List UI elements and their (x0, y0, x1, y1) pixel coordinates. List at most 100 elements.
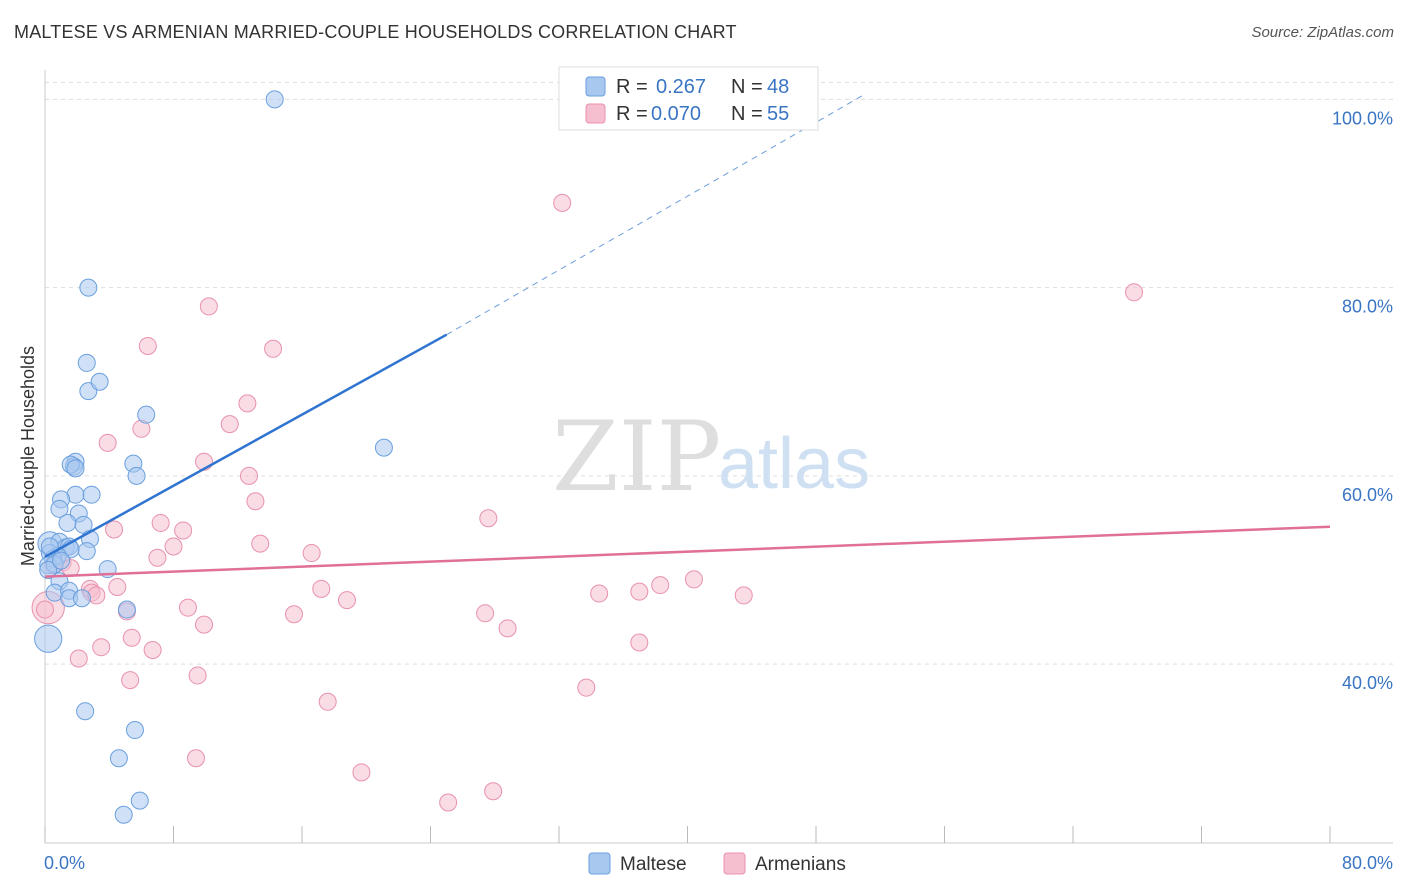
maltese-point (50, 499, 69, 518)
maltese-point (90, 372, 109, 391)
maltese-point (265, 90, 284, 109)
armenians-point (577, 678, 596, 697)
maltese-points (34, 90, 393, 824)
armenians-point (239, 466, 258, 485)
maltese-point (76, 702, 95, 721)
x-tick-label-min: 0.0% (44, 853, 85, 873)
armenians-point (264, 339, 283, 358)
armenians-point (148, 548, 167, 567)
armenians-point (684, 570, 703, 589)
maltese-point (77, 353, 96, 372)
bottom-legend-swatch-maltese (588, 852, 611, 875)
armenians-trend-line (44, 525, 1331, 578)
legend-swatch-armenians (585, 103, 606, 124)
maltese-point (127, 466, 146, 485)
armenians-point (590, 584, 609, 603)
armenians-point (195, 615, 214, 634)
chart-title: MALTESE VS ARMENIAN MARRIED-COUPLE HOUSE… (14, 22, 737, 42)
armenians-point (337, 591, 356, 610)
maltese-point (79, 278, 98, 297)
watermark-atlas: atlas (718, 424, 870, 504)
axes (44, 70, 1393, 844)
maltese-trend-extension (446, 94, 865, 336)
armenians-point (178, 598, 197, 617)
gridlines (45, 81, 1393, 665)
maltese-point (125, 721, 144, 740)
armenians-point (108, 577, 127, 596)
y-tick-label: 40.0% (1342, 673, 1393, 693)
maltese-trend-line (44, 333, 448, 558)
maltese-point (39, 561, 58, 580)
maltese-point (52, 551, 71, 570)
legend: R = 0.267 N = 48 R = 0.070 N = 55 (558, 66, 819, 131)
armenians-point (122, 628, 141, 647)
maltese-point (109, 749, 128, 768)
maltese-point (82, 485, 101, 504)
armenians-point (630, 633, 649, 652)
y-axis-label: Married-couple Households (18, 346, 38, 566)
maltese-point (58, 513, 77, 532)
armenians-point (92, 638, 111, 657)
armenians-point (439, 793, 458, 812)
armenians-point (651, 576, 670, 595)
maltese-point (137, 405, 156, 424)
armenians-point (484, 782, 503, 801)
bottom-legend: Maltese Armenians (588, 852, 846, 875)
armenians-point (476, 604, 495, 623)
armenians-points (31, 193, 1144, 812)
armenians-point (164, 537, 183, 556)
maltese-point (40, 537, 59, 556)
maltese-point (117, 600, 136, 619)
maltese-point (114, 805, 133, 824)
legend-n-label-maltese: N = (731, 76, 763, 98)
x-tick-labels: 0.0% 80.0% (44, 853, 1393, 873)
armenians-point (553, 193, 572, 212)
armenians-point (174, 521, 193, 540)
maltese-point (66, 459, 85, 478)
armenians-point (479, 509, 498, 528)
bottom-legend-swatch-armenians (723, 852, 746, 875)
armenians-point (199, 297, 218, 316)
legend-r-value-maltese: 0.267 (656, 76, 706, 98)
armenians-point (302, 544, 321, 563)
armenians-point (1125, 283, 1144, 302)
source-label: Source: ZipAtlas.com (1251, 24, 1394, 41)
armenians-point (220, 415, 239, 434)
armenians-point (246, 492, 265, 511)
armenians-point (151, 513, 170, 532)
legend-r-label-armenians: R = (616, 103, 648, 125)
legend-n-value-maltese: 48 (767, 76, 789, 98)
y-tick-label: 60.0% (1342, 485, 1393, 505)
armenians-point (98, 433, 117, 452)
legend-r-value-armenians: 0.070 (651, 103, 701, 125)
armenians-point (69, 649, 88, 668)
armenians-point (238, 394, 257, 413)
maltese-point (72, 589, 91, 608)
armenians-point (734, 586, 753, 605)
bottom-legend-label-maltese: Maltese (620, 854, 687, 875)
armenians-point (138, 336, 157, 355)
watermark-zip: ZIP (552, 401, 721, 513)
maltese-point (130, 791, 149, 810)
x-tick-label-max: 80.0% (1342, 853, 1393, 873)
armenians-point (312, 579, 331, 598)
y-tick-label: 80.0% (1342, 297, 1393, 317)
armenians-point (318, 692, 337, 711)
legend-n-value-armenians: 55 (767, 103, 789, 125)
maltese-point (34, 624, 63, 653)
y-tick-label: 100.0% (1332, 108, 1393, 128)
armenians-point (121, 671, 140, 690)
legend-n-label-armenians: N = (731, 103, 763, 125)
armenians-point (105, 520, 124, 539)
armenians-point (188, 666, 207, 685)
watermark: ZIP atlas (552, 401, 870, 513)
armenians-point (186, 749, 205, 768)
armenians-point (630, 582, 649, 601)
armenians-point (284, 605, 303, 624)
trend-lines (44, 94, 1331, 578)
armenians-point (498, 619, 517, 638)
bottom-legend-label-armenians: Armenians (755, 854, 846, 875)
legend-r-label-maltese: R = (616, 76, 648, 98)
armenians-point (352, 763, 371, 782)
